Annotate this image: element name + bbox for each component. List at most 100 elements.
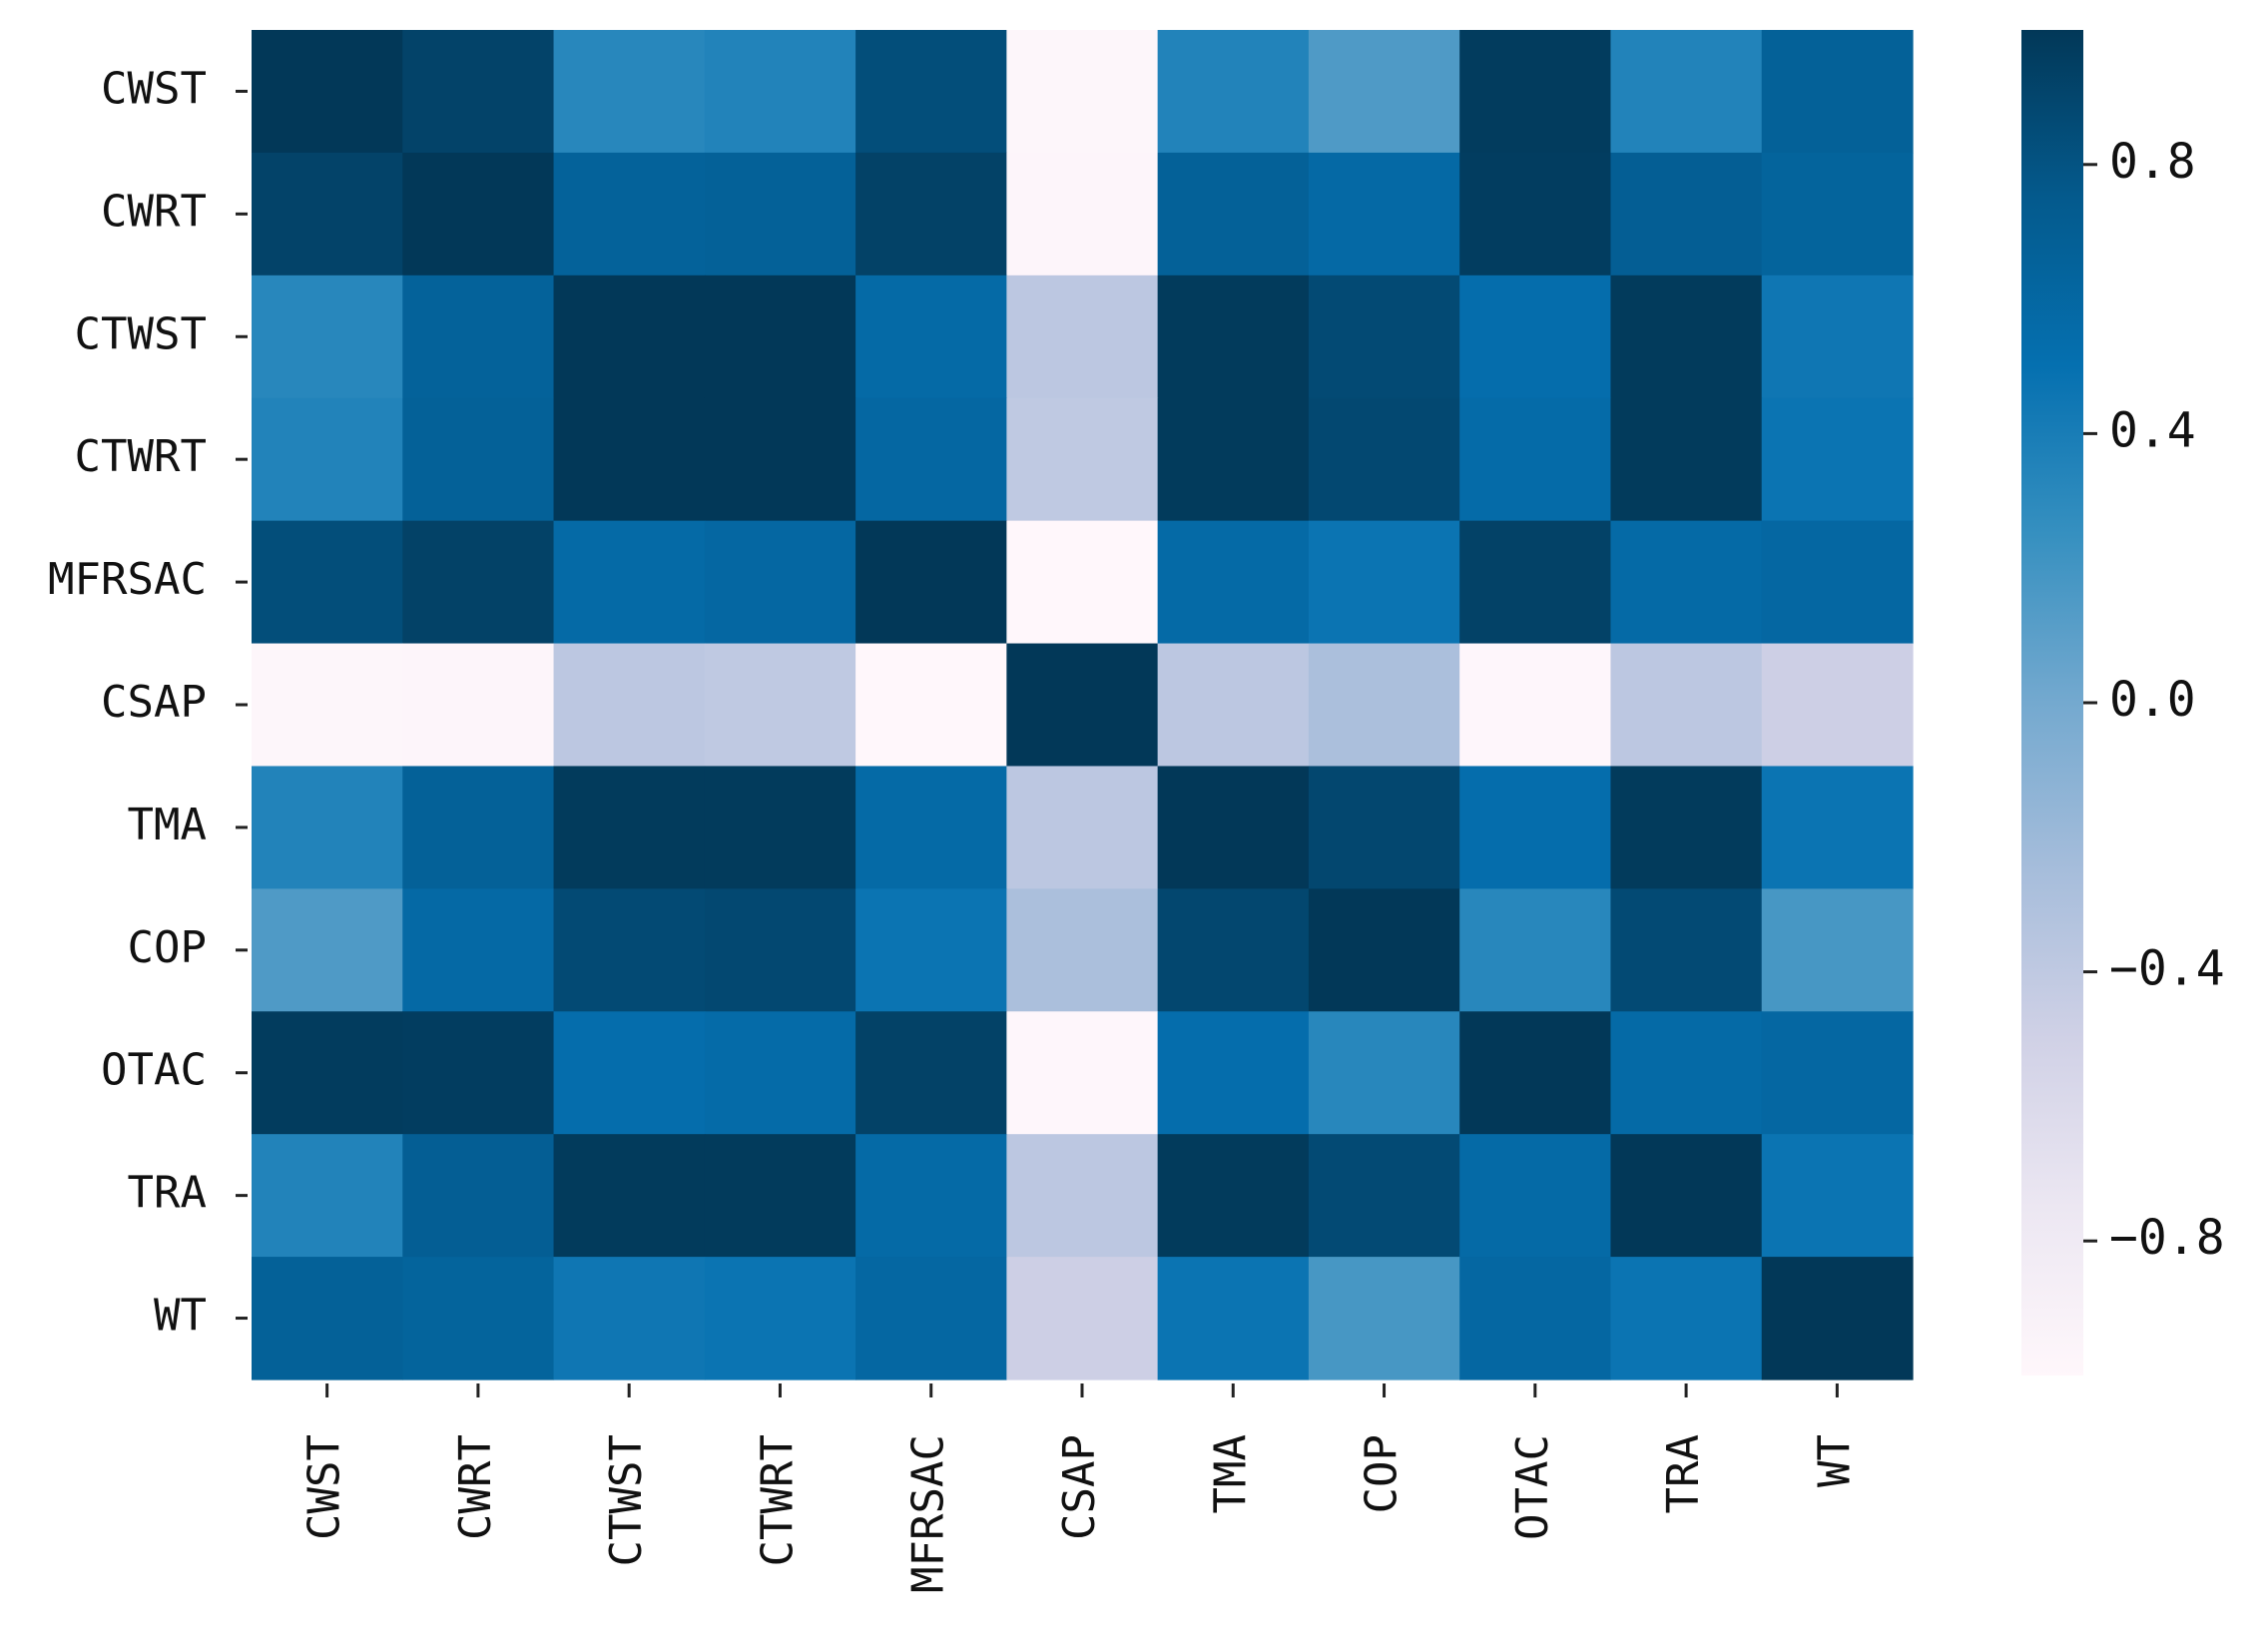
heatmap-cell-otac-cwst xyxy=(252,1011,403,1135)
column-label: CTWST xyxy=(601,1434,652,1566)
heatmap-cell-wt-tra xyxy=(1610,1257,1763,1380)
heatmap-cell-ctwst-csap xyxy=(1006,275,1159,399)
column-labels: CWST CWRT CTWST CTWRT MFRSAC CSAP TMA COP OTAC TR… xyxy=(299,1383,1860,1593)
heatmap-cell-ctwrt-cop xyxy=(1308,397,1460,522)
heatmap-cell-cwst-tma xyxy=(1157,30,1310,154)
heatmap-cell-cwrt-cop xyxy=(1308,152,1460,276)
heatmap-cell-ctwst-tma xyxy=(1157,275,1310,399)
heatmap-cell-ctwst-wt xyxy=(1761,275,1914,399)
heatmap-cell-ctwrt-wt xyxy=(1761,397,1914,522)
heatmap-cell-wt-cop xyxy=(1308,1257,1460,1380)
heatmap-cell-cop-otac xyxy=(1459,888,1612,1012)
heatmap-cell-wt-csap xyxy=(1006,1257,1159,1380)
heatmap-cell-tma-tra xyxy=(1610,766,1763,889)
heatmap-cell-mfrsac-cwrt xyxy=(402,520,555,645)
heatmap-cell-ctwrt-tma xyxy=(1157,397,1310,522)
heatmap-cell-tma-cwst xyxy=(252,766,403,889)
heatmap-cell-wt-cwst xyxy=(252,1257,403,1380)
heatmap-cell-cop-tma xyxy=(1157,888,1310,1012)
heatmap-cell-mfrsac-ctwst xyxy=(553,520,706,645)
heatmap-cell-csap-tma xyxy=(1157,643,1310,768)
heatmap-cell-ctwst-cwrt xyxy=(402,275,555,399)
row-label: CWST xyxy=(101,63,207,114)
column-label: TMA xyxy=(1205,1434,1256,1513)
heatmap-cell-ctwst-tra xyxy=(1610,275,1763,399)
heatmap-cell-wt-mfrsac xyxy=(855,1257,1007,1380)
heatmap-cell-tma-mfrsac xyxy=(855,766,1007,889)
row-label: OTAC xyxy=(101,1045,207,1096)
heatmap-cell-ctwrt-cwrt xyxy=(402,397,555,522)
heatmap-cell-ctwrt-tra xyxy=(1610,397,1763,522)
heatmap-cell-wt-ctwrt xyxy=(704,1257,856,1380)
colorbar-tick-label: 0.8 xyxy=(2109,134,2196,190)
colorbar-tick-label: 0.0 xyxy=(2109,672,2196,728)
heatmap-cell-csap-ctwrt xyxy=(704,643,856,768)
heatmap-cell-csap-otac xyxy=(1459,643,1612,768)
heatmap-cell-ctwrt-ctwst xyxy=(553,397,706,522)
heatmap-cell-csap-tra xyxy=(1610,643,1763,768)
heatmap-cell-cwrt-ctwrt xyxy=(704,152,856,276)
heatmap-cell-mfrsac-cop xyxy=(1308,520,1460,645)
heatmap-cell-cop-mfrsac xyxy=(855,888,1007,1012)
heatmap-cell-tra-tra xyxy=(1610,1134,1763,1258)
column-label: CWST xyxy=(299,1434,350,1540)
heatmap-cell-cwst-wt xyxy=(1761,30,1914,154)
heatmap-cell-cwrt-cwrt xyxy=(402,152,555,276)
heatmap-cell-tra-wt xyxy=(1761,1134,1914,1258)
heatmap-cell-tma-ctwrt xyxy=(704,766,856,889)
colorbar-tick-label: 0.4 xyxy=(2109,402,2196,458)
heatmap-cell-cwst-ctwst xyxy=(553,30,706,154)
heatmap-cell-tma-csap xyxy=(1006,766,1159,889)
column-label: CWRT xyxy=(450,1434,501,1540)
heatmap-cell-cwrt-otac xyxy=(1459,152,1612,276)
heatmap-cell-tra-otac xyxy=(1459,1134,1612,1258)
heatmap-cell-cwrt-mfrsac xyxy=(855,152,1007,276)
heatmap-cell-tra-cwrt xyxy=(402,1134,555,1258)
heatmap-cell-cwrt-csap xyxy=(1006,152,1159,276)
row-labels: CWST CWRT CTWST CTWRT MFRSAC CSAP TMA COP OTAC TR… xyxy=(48,63,248,1342)
heatmap-cell-cop-ctwrt xyxy=(704,888,856,1012)
colorbar-tick-label: −0.4 xyxy=(2109,941,2225,997)
row-label: CTWRT xyxy=(75,431,207,482)
heatmap-cell-cop-ctwst xyxy=(553,888,706,1012)
heatmap-cell-mfrsac-tra xyxy=(1610,520,1763,645)
heatmap-cell-mfrsac-wt xyxy=(1761,520,1914,645)
heatmap-cell-tma-cop xyxy=(1308,766,1460,889)
heatmap-cell-ctwrt-otac xyxy=(1459,397,1612,522)
heatmap-cell-wt-wt xyxy=(1761,1257,1914,1380)
heatmap-cell-mfrsac-cwst xyxy=(252,520,403,645)
heatmap-cell-ctwrt-mfrsac xyxy=(855,397,1007,522)
heatmap-cell-otac-otac xyxy=(1459,1011,1612,1135)
heatmap-cell-tra-ctwst xyxy=(553,1134,706,1258)
row-label: COP xyxy=(128,922,207,973)
heatmap-cell-tma-otac xyxy=(1459,766,1612,889)
colorbar: 0.8 0.4 0.0 −0.4 −0.8 xyxy=(2021,30,2225,1376)
heatmap-cell-cwrt-cwst xyxy=(252,152,403,276)
heatmap-cell-mfrsac-csap xyxy=(1006,520,1159,645)
heatmap-cell-otac-csap xyxy=(1006,1011,1159,1135)
heatmap-cell-cwst-cwst xyxy=(252,30,403,154)
heatmap-cell-ctwst-ctwrt xyxy=(704,275,856,399)
heatmap-cell-csap-mfrsac xyxy=(855,643,1007,768)
heatmap-cell-cop-tra xyxy=(1610,888,1763,1012)
heatmap-cell-tma-wt xyxy=(1761,766,1914,889)
column-label: OTAC xyxy=(1507,1434,1558,1540)
heatmap-cell-ctwst-cwst xyxy=(252,275,403,399)
row-label: MFRSAC xyxy=(48,554,207,605)
heatmap-cell-mfrsac-otac xyxy=(1459,520,1612,645)
heatmap-cell-ctwst-cop xyxy=(1308,275,1460,399)
column-label: CTWRT xyxy=(752,1434,803,1566)
column-label: CSAP xyxy=(1054,1434,1105,1540)
heatmap-cell-cop-cop xyxy=(1308,888,1460,1012)
heatmap-cell-tma-ctwst xyxy=(553,766,706,889)
heatmap-cell-cwrt-wt xyxy=(1761,152,1914,276)
heatmap-cell-wt-tma xyxy=(1157,1257,1310,1380)
heatmap-cell-tra-csap xyxy=(1006,1134,1159,1258)
heatmap-cell-csap-cwrt xyxy=(402,643,555,768)
heatmap-cell-csap-ctwst xyxy=(553,643,706,768)
column-label: MFRSAC xyxy=(903,1434,954,1593)
heatmap-cell-cwrt-tma xyxy=(1157,152,1310,276)
heatmap-cell-otac-cwrt xyxy=(402,1011,555,1135)
heatmap-cell-otac-mfrsac xyxy=(855,1011,1007,1135)
